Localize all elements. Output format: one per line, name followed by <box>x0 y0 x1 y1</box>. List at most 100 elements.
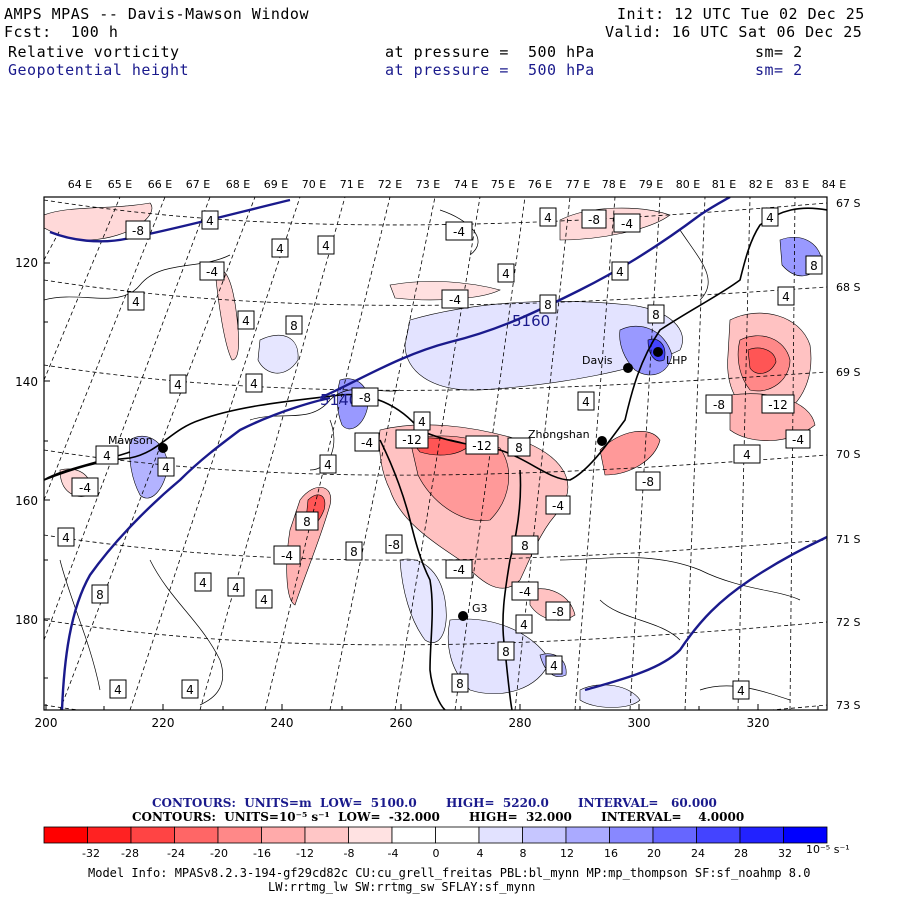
init-time: Init: 12 UTC Tue 02 Dec 25 <box>617 5 865 23</box>
colorbar-tick: -16 <box>253 847 271 860</box>
colorbar-tick: 20 <box>647 847 661 860</box>
svg-text:-4: -4 <box>519 585 531 599</box>
contour-label: 4 <box>255 589 273 609</box>
longitude-labels: 64 E 65 E 66 E 67 E 68 E 69 E 70 E 71 E … <box>68 178 846 191</box>
x-grid-labels: 200 220 240 260 280 300 320 <box>35 716 770 730</box>
contour-label: -8 <box>385 534 403 554</box>
svg-text:-8: -8 <box>552 605 564 619</box>
contour-label: 4 <box>237 310 255 330</box>
colorbar-tick: 8 <box>519 847 527 860</box>
svg-text:8: 8 <box>303 515 311 529</box>
svg-text:75 E: 75 E <box>491 178 515 191</box>
contour-label: -12 <box>395 429 429 449</box>
svg-text:69 E: 69 E <box>264 178 288 191</box>
svg-text:71 E: 71 E <box>340 178 364 191</box>
station-marker <box>623 363 633 373</box>
y-grid-labels: 120 140 160 180 <box>15 256 38 627</box>
svg-text:83 E: 83 E <box>785 178 809 191</box>
svg-text:4: 4 <box>232 581 240 595</box>
vorticity-contour-info: CONTOURS: UNITS=10⁻⁵ s⁻¹ LOW= -32.000 HI… <box>132 810 745 824</box>
svg-text:71 S: 71 S <box>836 533 860 546</box>
colorbar-tick: -4 <box>387 847 399 860</box>
svg-text:8: 8 <box>456 677 464 691</box>
field2-smoothing: sm= 2 <box>755 61 803 79</box>
contour-label: 4 <box>157 457 175 477</box>
contour-label: 4 <box>545 655 563 675</box>
height-label-5160: 5160 <box>512 312 550 330</box>
colorbar-unit: 10⁻⁵ s⁻¹ <box>806 843 850 856</box>
svg-text:-4: -4 <box>206 265 218 279</box>
svg-text:8: 8 <box>810 259 818 273</box>
contour-label: 8 <box>91 584 109 604</box>
svg-text:4: 4 <box>132 295 140 309</box>
station-marker <box>597 436 607 446</box>
station-label: Mawson <box>108 434 153 447</box>
colorbar-tick: -20 <box>210 847 228 860</box>
svg-text:-4: -4 <box>449 293 461 307</box>
svg-text:76 E: 76 E <box>528 178 552 191</box>
colorbar-tick: 24 <box>691 847 705 860</box>
colorbar <box>43 826 828 844</box>
svg-text:160: 160 <box>15 494 38 508</box>
valid-time: Valid: 16 UTC Sat 06 Dec 25 <box>605 23 863 41</box>
contour-label: 4 <box>539 207 557 227</box>
contour-label: 4 <box>777 286 795 306</box>
contour-label: 8 <box>539 294 557 314</box>
svg-text:4: 4 <box>737 684 745 698</box>
map-frame <box>43 196 828 711</box>
svg-text:4: 4 <box>260 593 268 607</box>
svg-text:84 E: 84 E <box>822 178 846 191</box>
contour-label: 4 <box>497 263 515 283</box>
svg-text:64 E: 64 E <box>68 178 92 191</box>
contour-label: 4 <box>57 527 75 547</box>
svg-text:80 E: 80 E <box>676 178 700 191</box>
svg-text:-8: -8 <box>132 224 144 238</box>
meridian-lines <box>44 197 796 710</box>
contour-label: 4 <box>761 207 779 227</box>
svg-text:4: 4 <box>324 458 332 472</box>
svg-text:300: 300 <box>628 716 651 730</box>
model-info-physics: LW:rrtmg_lw SW:rrtmg_sw SFLAY:sf_mynn <box>268 880 536 894</box>
contour-label: 8 <box>295 511 319 531</box>
svg-text:-12: -12 <box>768 398 788 412</box>
svg-text:-8: -8 <box>388 538 400 552</box>
svg-text:4: 4 <box>582 395 590 409</box>
svg-text:4: 4 <box>544 211 552 225</box>
svg-text:8: 8 <box>521 539 529 553</box>
svg-text:200: 200 <box>35 716 58 730</box>
colorbar-cell <box>739 826 784 844</box>
svg-text:140: 140 <box>15 375 38 389</box>
colorbar-cell <box>391 826 436 844</box>
svg-text:-4: -4 <box>361 436 373 450</box>
colorbar-cell <box>435 826 480 844</box>
svg-text:4: 4 <box>250 377 258 391</box>
geopotential-height-contours <box>49 197 827 710</box>
model-info: Model Info: MPASv8.2.3-194-gf29cd82c CU:… <box>88 866 811 880</box>
svg-text:-8: -8 <box>359 391 371 405</box>
svg-text:-12: -12 <box>472 439 492 453</box>
svg-text:-4: -4 <box>552 499 564 513</box>
svg-text:67 E: 67 E <box>186 178 210 191</box>
svg-text:4: 4 <box>174 378 182 392</box>
colorbar-tick: -28 <box>121 847 139 860</box>
colorbar-tick: 16 <box>604 847 618 860</box>
svg-text:-4: -4 <box>281 549 293 563</box>
positive-vorticity-shading <box>129 236 823 708</box>
contour-label: 4 <box>181 679 199 699</box>
colorbar-cell <box>609 826 654 844</box>
contour-label: 4 <box>95 445 119 465</box>
contour-label: -8 <box>125 220 151 240</box>
svg-text:-12: -12 <box>402 433 422 447</box>
svg-text:4: 4 <box>782 290 790 304</box>
contour-label: 4 <box>245 373 263 393</box>
svg-text:4: 4 <box>276 242 284 256</box>
svg-text:-8: -8 <box>588 213 600 227</box>
svg-text:8: 8 <box>290 319 298 333</box>
contour-label: 4 <box>317 235 335 255</box>
colorbar-cell <box>783 826 828 844</box>
contour-label: -8 <box>545 601 571 621</box>
chart-title: AMPS MPAS -- Davis-Mawson Window <box>4 5 309 23</box>
contour-label: -4 <box>354 432 380 452</box>
svg-text:-4: -4 <box>453 563 465 577</box>
